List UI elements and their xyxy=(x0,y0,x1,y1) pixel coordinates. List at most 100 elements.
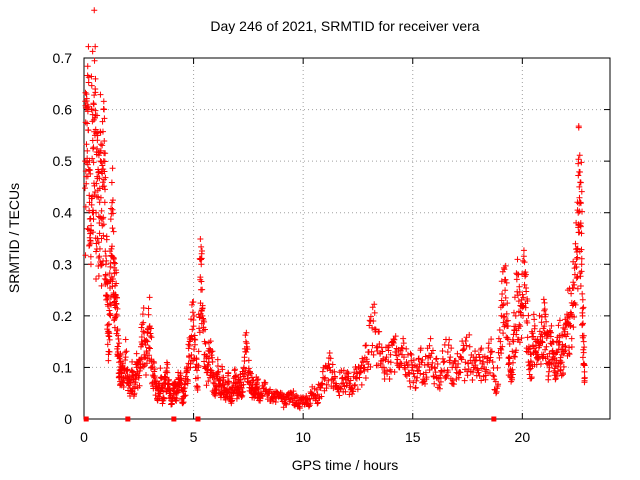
data-point xyxy=(485,340,492,347)
data-point xyxy=(392,348,399,355)
data-point xyxy=(483,366,490,373)
data-point xyxy=(477,357,484,364)
data-point xyxy=(568,335,575,342)
data-point xyxy=(454,350,461,357)
data-point xyxy=(351,369,358,376)
data-point xyxy=(549,347,556,354)
data-point xyxy=(439,348,446,355)
data-point xyxy=(547,329,554,336)
data-point xyxy=(111,259,118,266)
data-point xyxy=(573,263,580,270)
x-tick-label: 20 xyxy=(515,429,531,445)
data-point xyxy=(326,350,333,357)
data-point xyxy=(496,326,503,333)
data-point xyxy=(157,365,164,372)
data-point xyxy=(568,344,575,351)
data-point xyxy=(562,347,569,354)
data-point xyxy=(578,230,585,237)
data-point xyxy=(518,334,525,341)
data-point xyxy=(429,347,436,354)
data-point xyxy=(475,369,482,376)
data-point xyxy=(499,290,506,297)
data-point xyxy=(108,205,115,212)
data-point xyxy=(504,300,511,307)
data-point xyxy=(107,216,114,223)
data-point xyxy=(82,203,89,210)
data-point xyxy=(349,390,356,397)
data-point xyxy=(581,362,588,369)
data-point xyxy=(307,400,314,407)
data-point xyxy=(87,240,94,247)
data-point xyxy=(229,397,236,404)
data-point xyxy=(136,372,143,379)
data-point xyxy=(95,272,102,279)
data-point xyxy=(106,333,113,340)
data-point xyxy=(107,312,114,319)
data-point xyxy=(576,168,583,175)
data-point xyxy=(188,301,195,308)
data-point xyxy=(453,364,460,371)
data-point xyxy=(426,342,433,349)
data-point xyxy=(450,381,457,388)
data-point xyxy=(115,336,122,343)
data-point xyxy=(85,43,92,50)
data-point xyxy=(516,283,523,290)
data-point xyxy=(214,362,221,369)
y-tick-label: 0 xyxy=(64,411,72,427)
data-point xyxy=(109,283,116,290)
data-point xyxy=(575,209,582,216)
data-point xyxy=(101,158,108,165)
data-point xyxy=(346,391,353,398)
data-point xyxy=(282,400,289,407)
y-axis-label: SRMTID / TECUs xyxy=(6,183,22,293)
data-point xyxy=(572,261,579,268)
data-point xyxy=(94,112,101,119)
data-point xyxy=(506,354,513,361)
data-point xyxy=(195,362,202,369)
data-point xyxy=(496,354,503,361)
data-point xyxy=(429,359,436,366)
data-point xyxy=(516,321,523,328)
data-point xyxy=(523,288,530,295)
data-point xyxy=(529,330,536,337)
data-point xyxy=(557,360,564,367)
data-point xyxy=(82,252,89,259)
data-point xyxy=(579,354,586,361)
data-point xyxy=(520,312,527,319)
data-point xyxy=(220,374,227,381)
data-point xyxy=(403,345,410,352)
data-point xyxy=(498,350,505,357)
data-point xyxy=(318,381,325,388)
data-point xyxy=(578,268,585,275)
data-point xyxy=(144,338,151,345)
data-point xyxy=(283,401,290,408)
data-point xyxy=(436,382,443,389)
data-point xyxy=(100,214,107,221)
data-point xyxy=(245,357,252,364)
data-point xyxy=(94,145,101,152)
data-point xyxy=(198,255,205,262)
data-point xyxy=(350,388,357,395)
data-point xyxy=(363,342,370,349)
data-point xyxy=(575,124,582,131)
data-point xyxy=(580,349,587,356)
y-tick-label: 0.4 xyxy=(53,205,73,221)
data-point xyxy=(100,98,107,105)
data-point xyxy=(85,74,92,81)
data-point xyxy=(520,257,527,264)
data-point xyxy=(187,360,194,367)
data-point xyxy=(83,104,90,111)
data-point xyxy=(96,230,103,237)
data-point xyxy=(478,377,485,384)
data-point xyxy=(500,330,507,337)
data-point xyxy=(180,399,187,406)
data-point xyxy=(225,369,232,376)
data-point xyxy=(188,351,195,358)
data-point xyxy=(116,355,123,362)
x-tick-labels: 0 5 10 15 20 xyxy=(80,429,530,445)
data-point xyxy=(104,322,111,329)
data-point xyxy=(122,356,129,363)
data-point xyxy=(490,372,497,379)
data-point xyxy=(510,353,517,360)
